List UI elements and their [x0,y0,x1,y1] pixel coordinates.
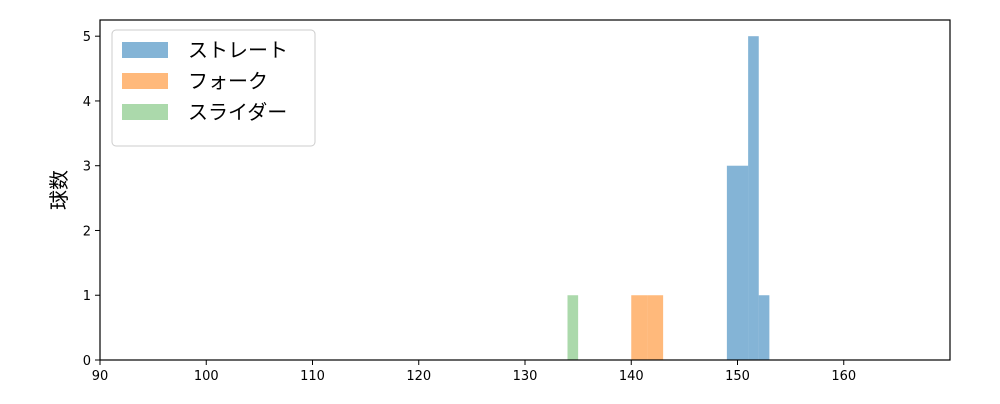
x-tick-label: 90 [92,369,109,384]
x-tick-label: 100 [194,369,219,384]
y-axis-label: 球数 [47,170,71,210]
bar [567,295,579,360]
bar [737,165,749,360]
legend-swatch [122,73,168,89]
legend-label: ストレート [188,38,288,62]
bar [726,165,738,360]
y-tick-label: 3 [83,160,91,175]
x-tick-label: 160 [831,369,856,384]
bar [748,36,759,360]
x-tick-label: 140 [619,369,644,384]
bar [647,295,664,360]
legend-label: スライダー [188,100,287,124]
y-tick-label: 2 [83,224,91,239]
bar [631,295,648,360]
legend-swatch [122,104,168,120]
y-tick-label: 5 [83,30,91,45]
y-tick-label: 0 [83,354,91,369]
x-tick-label: 120 [406,369,431,384]
legend-swatch [122,42,168,58]
bar [758,295,770,360]
legend-label: フォーク [188,69,268,93]
x-tick-label: 130 [513,369,538,384]
x-tick-label: 150 [725,369,750,384]
x-tick-label: 110 [300,369,325,384]
y-tick-label: 4 [83,95,91,110]
y-tick-label: 1 [83,289,91,304]
